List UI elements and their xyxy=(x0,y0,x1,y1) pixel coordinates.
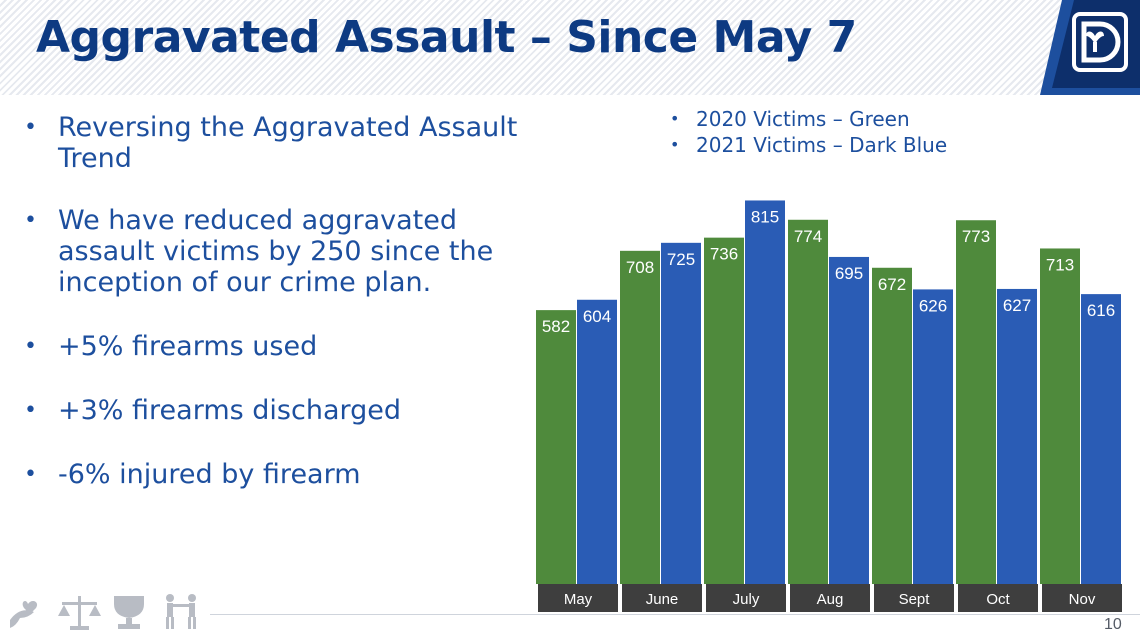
data-label: 616 xyxy=(1087,301,1115,320)
bar-2020 xyxy=(788,219,828,584)
bar-2020 xyxy=(620,250,660,584)
data-label: 725 xyxy=(667,250,695,269)
data-label: 695 xyxy=(835,264,863,283)
category-band xyxy=(874,584,954,612)
bar-2021 xyxy=(1081,294,1121,584)
slide-title: Aggravated Assault – Since May 7 xyxy=(36,12,857,63)
page-number: 10 xyxy=(1104,616,1122,633)
bar-2020 xyxy=(704,237,744,584)
bullet-item: We have reduced aggravated assault victi… xyxy=(22,205,522,298)
x-tick-label: Oct xyxy=(986,591,1010,608)
header-background xyxy=(0,0,1140,95)
bar-2020 xyxy=(872,267,912,584)
bullet-list: Reversing the Aggravated Assault Trend W… xyxy=(22,112,522,490)
category-band xyxy=(790,584,870,612)
bar-2020 xyxy=(956,220,996,584)
data-label: 815 xyxy=(751,207,779,226)
data-label: 736 xyxy=(710,245,738,264)
bar-chart: May 582 604 June 708 725 July 736 815 Aug 774 695 Se… xyxy=(536,200,1122,612)
legend-item: 2020 Victims – Green xyxy=(668,106,947,132)
bar-2021 xyxy=(997,288,1037,584)
category-band xyxy=(538,584,618,612)
bar-2021 xyxy=(829,256,869,584)
bar-2021 xyxy=(745,200,785,584)
x-tick-label: June xyxy=(646,591,679,608)
x-tick-label: July xyxy=(733,591,760,608)
data-label: 604 xyxy=(583,307,611,326)
bullet-item: -6% injured by firearm xyxy=(22,459,522,490)
city-logo-mark xyxy=(1040,0,1140,95)
data-label: 627 xyxy=(1003,296,1031,315)
x-tick-label: Sept xyxy=(899,591,931,608)
bar-2021 xyxy=(661,242,701,584)
data-label: 672 xyxy=(878,275,906,294)
category-band xyxy=(958,584,1038,612)
category-band xyxy=(622,584,702,612)
footer-icon-strip xyxy=(10,594,196,630)
bar-2021 xyxy=(913,289,953,584)
hands-heart-icon xyxy=(10,601,38,628)
bar-2020 xyxy=(1040,248,1080,584)
people-icon xyxy=(166,594,196,629)
trophy-icon xyxy=(114,596,144,629)
data-label: 626 xyxy=(919,296,947,315)
footer-divider xyxy=(210,614,1140,615)
data-label: 773 xyxy=(962,227,990,246)
category-band xyxy=(1042,584,1122,612)
chart-legend: 2020 Victims – Green 2021 Victims – Dark… xyxy=(668,106,947,158)
bullet-item: +5% firearms used xyxy=(22,331,522,362)
bar-2020 xyxy=(536,310,576,584)
legend-item: 2021 Victims – Dark Blue xyxy=(668,132,947,158)
data-label: 713 xyxy=(1046,255,1074,274)
x-tick-label: Nov xyxy=(1069,591,1096,608)
x-tick-label: Aug xyxy=(817,591,844,608)
category-band xyxy=(706,584,786,612)
bar-2021 xyxy=(577,299,617,584)
data-label: 708 xyxy=(626,258,654,277)
data-label: 582 xyxy=(542,317,570,336)
footer-icons xyxy=(6,590,206,639)
data-label: 774 xyxy=(794,227,822,246)
bullet-item: +3% firearms discharged xyxy=(22,395,522,426)
city-logo xyxy=(1040,0,1140,95)
bullet-item: Reversing the Aggravated Assault Trend xyxy=(22,112,522,174)
scales-icon xyxy=(58,596,101,630)
x-tick-label: May xyxy=(564,591,593,608)
